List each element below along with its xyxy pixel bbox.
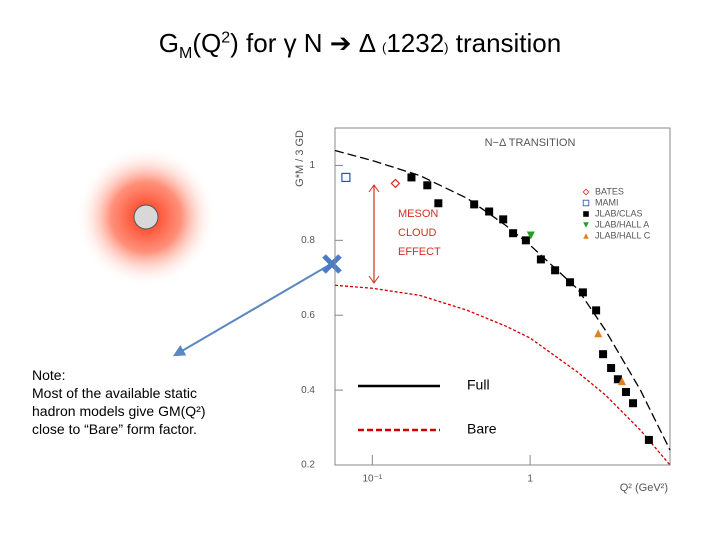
- annotation: CLOUD: [398, 227, 437, 239]
- legend-marker: [583, 233, 589, 239]
- data-point: [578, 288, 587, 297]
- data-point: [499, 215, 508, 224]
- x-tick-label: 1: [527, 474, 533, 485]
- legend-marker: [582, 199, 590, 207]
- title-part: 2: [221, 29, 231, 47]
- y-tick-label: 0.2: [301, 460, 315, 471]
- title-part: transition: [448, 28, 562, 58]
- note-line: hadron models give GM(Q²): [32, 403, 206, 419]
- y-tick-label: 0.4: [301, 385, 315, 396]
- data-point: [644, 435, 653, 444]
- x-marker: [322, 254, 342, 274]
- data-point: [521, 236, 530, 245]
- data-point: [434, 199, 443, 208]
- legend-marker: [582, 188, 590, 196]
- title-part: (Q: [192, 28, 222, 58]
- title-part: M: [179, 45, 193, 63]
- legend-label: JLAB/CLAS: [595, 208, 643, 218]
- data-point: [629, 399, 638, 408]
- legend-label: BATES: [595, 186, 624, 196]
- model-curve: [334, 149, 671, 451]
- slide-title: GM(Q2) for γ N ➔ Δ (1232) transition: [0, 28, 720, 63]
- data-point: [526, 231, 535, 240]
- data-point: [423, 181, 432, 190]
- data-point: [390, 178, 401, 189]
- chart-title: N−Δ TRANSITION: [485, 137, 576, 149]
- title-part: 1232: [386, 28, 445, 58]
- model-curve: [334, 284, 671, 466]
- legend-label: JLAB/HALL A: [595, 219, 649, 229]
- data-point: [509, 229, 518, 238]
- data-point: [470, 200, 479, 209]
- note-line: close to “Bare” form factor.: [32, 421, 197, 437]
- title-part: (: [381, 40, 387, 55]
- plot-frame: [334, 127, 671, 466]
- legend-label: Bare: [467, 421, 497, 437]
- data-point: [551, 266, 560, 275]
- y-axis-label: G*M / 3 GD: [294, 130, 306, 187]
- y-tick-label: 0.8: [301, 235, 315, 246]
- legend-label: JLAB/HALL C: [595, 230, 651, 240]
- annotation: MESON: [398, 208, 438, 220]
- data-point: [594, 329, 603, 338]
- data-point: [485, 207, 494, 216]
- data-point: [613, 375, 622, 384]
- legend-marker: [583, 211, 589, 217]
- title-part: ): [444, 40, 449, 55]
- title-part: G: [158, 28, 179, 58]
- note: Note: Most of the available static hadro…: [32, 366, 206, 438]
- note-line: Note:: [32, 367, 66, 383]
- data-point: [592, 306, 601, 315]
- x-tick-label: 10⁻¹: [362, 474, 382, 485]
- y-tick-label: 1: [309, 160, 315, 171]
- data-point: [607, 364, 616, 373]
- legend-marker: [583, 222, 589, 228]
- y-tick-label: 0.6: [301, 310, 315, 321]
- title-part: ) for γ N ➔ Δ: [230, 28, 382, 58]
- legend-label: Full: [467, 377, 490, 393]
- data-point: [407, 173, 416, 182]
- x-axis-label: Q² (GeV²): [620, 482, 668, 494]
- annotation: EFFECT: [398, 246, 441, 258]
- data-point: [536, 255, 545, 264]
- note-line: Most of the available static: [32, 385, 197, 401]
- legend-label: MAMI: [595, 197, 619, 207]
- data-point: [599, 350, 608, 359]
- data-point: [341, 172, 351, 183]
- ball: [133, 204, 159, 230]
- data-point: [566, 278, 575, 287]
- data-point: [621, 387, 630, 396]
- annotation-arrowheads: [368, 184, 380, 284]
- data-point: [617, 377, 626, 386]
- pointer-arrow: [172, 263, 332, 357]
